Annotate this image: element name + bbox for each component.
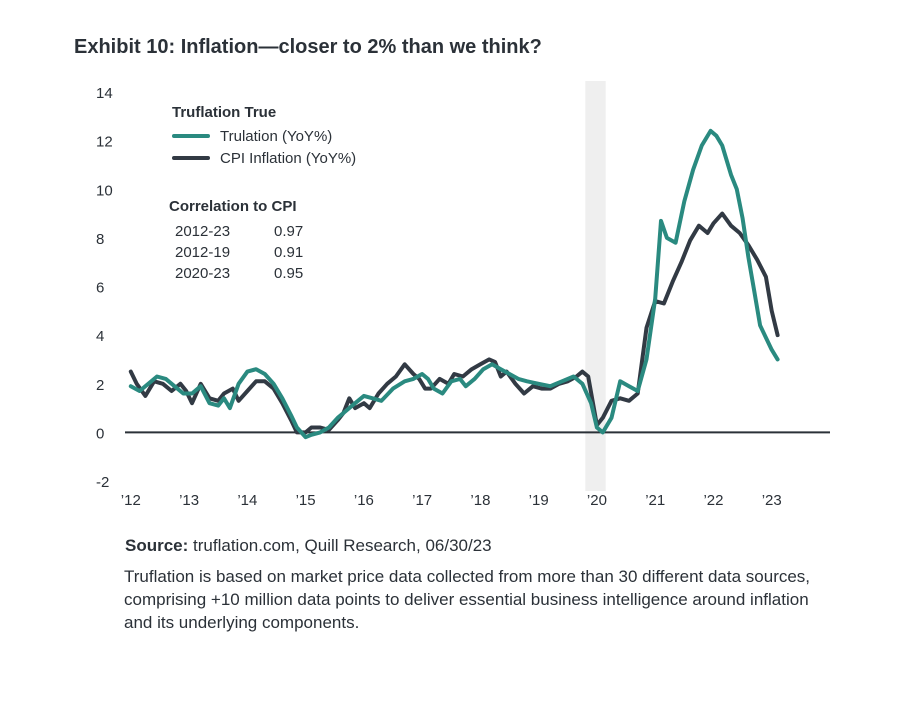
x-tick-label: ’19 [529, 492, 549, 509]
y-tick-label: 6 [96, 280, 104, 297]
correlation-table: Correlation to CPI 2012-23 0.97 2012-19 … [169, 198, 303, 286]
x-tick-label: ’16 [354, 492, 374, 509]
y-tick-label: 10 [96, 182, 113, 199]
x-tick-label: ’22 [703, 492, 723, 509]
x-tick-label: ’14 [237, 492, 257, 509]
x-tick-label: ’20 [587, 492, 607, 509]
correlation-row: 2020-23 0.95 [169, 265, 303, 286]
correlation-heading: Correlation to CPI [169, 198, 297, 215]
correlation-value: 0.95 [274, 265, 304, 282]
y-tick-label: 14 [96, 85, 113, 102]
y-tick-label: 0 [96, 425, 104, 442]
legend-swatch-cpi [172, 156, 210, 160]
x-tick-label: ’13 [179, 492, 199, 509]
footnote: Truflation is based on market price data… [124, 567, 811, 632]
source-label: Source: [125, 536, 189, 555]
y-tick-label: 12 [96, 134, 113, 151]
source-text: truflation.com, Quill Research, 06/30/23 [193, 536, 492, 555]
legend-label-truflation: Trulation (YoY%) [220, 127, 333, 145]
x-tick-label: ’21 [645, 492, 665, 509]
legend-swatch-truflation [172, 134, 210, 138]
series-line-truflation [128, 128, 780, 440]
legend-heading: Truflation True [172, 104, 277, 121]
x-tick-label: ’18 [470, 492, 490, 509]
legend-item-cpi: CPI Inflation (YoY%) [172, 147, 356, 169]
x-tick-label: ’12 [121, 492, 141, 509]
y-tick-label: 4 [96, 328, 104, 345]
legend-item-truflation: Trulation (YoY%) [172, 125, 356, 147]
correlation-value: 0.91 [274, 244, 304, 261]
legend: Truflation True Trulation (YoY%) CPI Inf… [172, 104, 356, 169]
y-tick-label: -2 [96, 474, 109, 491]
y-tick-label: 8 [96, 231, 104, 248]
y-tick-label: 2 [96, 377, 104, 394]
x-tick-label: ’17 [412, 492, 432, 509]
correlation-period: 2012-19 [175, 244, 231, 261]
correlation-period: 2020-23 [175, 265, 231, 282]
correlation-value: 0.97 [274, 223, 304, 240]
chart-title: Exhibit 10: Inflation—closer to 2% than … [74, 36, 542, 58]
x-tick-label: ’15 [296, 492, 316, 509]
source-line: Source: truflation.com, Quill Research, … [125, 536, 492, 556]
x-tick-label: ’23 [762, 492, 782, 509]
correlation-row: 2012-23 0.97 [169, 223, 303, 244]
correlation-row: 2012-19 0.91 [169, 244, 303, 265]
correlation-period: 2012-23 [175, 223, 231, 240]
legend-label-cpi: CPI Inflation (YoY%) [220, 149, 357, 167]
